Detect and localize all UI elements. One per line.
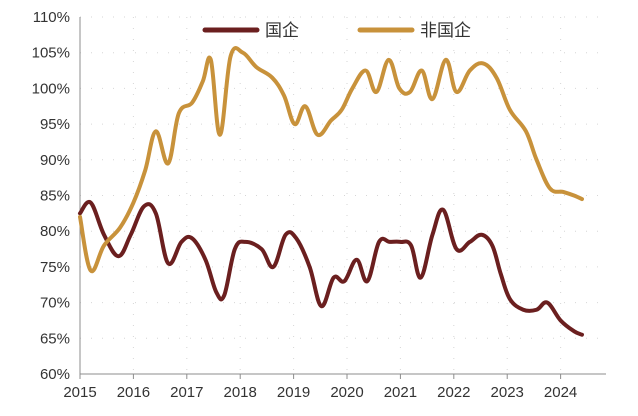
- x-tick-label: 2020: [330, 384, 363, 401]
- y-tick-label: 60%: [40, 366, 70, 383]
- y-tick-label: 95%: [40, 116, 70, 133]
- x-tick-label: 2017: [170, 384, 203, 401]
- x-tick-label: 2018: [224, 384, 257, 401]
- x-tick-label: 2024: [544, 384, 577, 401]
- x-tick-label: 2022: [437, 384, 470, 401]
- series-line-non-soe: [78, 46, 584, 274]
- x-axis-tick-labels: 2015 2016 2017 2018 2019 2020 2021 2022 2023 2024: [63, 384, 577, 401]
- legend-item-non-soe: 非国企: [357, 21, 471, 41]
- legend-item-soe: 国企: [202, 21, 299, 41]
- y-tick-label: 70%: [40, 295, 70, 312]
- y-tick-label: 105%: [32, 45, 70, 62]
- y-tick-label: 80%: [40, 223, 70, 240]
- grid-layer: [80, 16, 606, 374]
- legend: 国企 非国企: [202, 21, 471, 41]
- x-tick-label: 2019: [277, 384, 310, 401]
- series-line-soe: [78, 199, 584, 337]
- x-tick-label: 2015: [63, 384, 96, 401]
- x-tick-label: 2016: [117, 384, 150, 401]
- legend-label: 国企: [265, 21, 299, 41]
- y-tick-label: 65%: [40, 330, 70, 347]
- y-tick-label: 100%: [32, 80, 70, 97]
- x-tick-label: 2023: [491, 384, 524, 401]
- series-layer: [78, 46, 584, 337]
- y-tick-label: 85%: [40, 188, 70, 205]
- y-tick-label: 75%: [40, 259, 70, 276]
- axes-layer: [79, 17, 606, 379]
- y-tick-label: 90%: [40, 152, 70, 169]
- x-tick-label: 2021: [384, 384, 417, 401]
- y-tick-label: 110%: [33, 9, 70, 26]
- legend-label: 非国企: [420, 21, 471, 41]
- y-axis-tick-labels: 60% 65% 70% 75% 80% 85% 90% 95% 100% 105% 110%: [32, 9, 70, 383]
